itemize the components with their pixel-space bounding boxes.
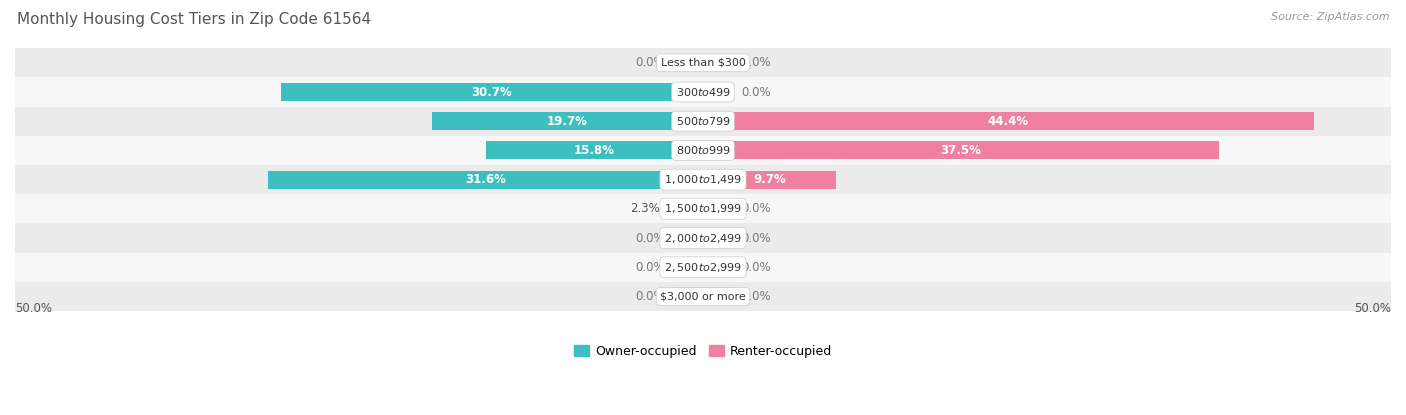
Bar (269, 171, 703, 189)
Text: 0.0%: 0.0% (741, 232, 770, 244)
Bar (703, 171, 837, 189)
Bar (485, 142, 703, 159)
Bar (675, 54, 703, 72)
Text: 0.0%: 0.0% (741, 85, 770, 98)
Text: 50.0%: 50.0% (1354, 303, 1391, 315)
Legend: Owner-occupied, Renter-occupied: Owner-occupied, Renter-occupied (568, 339, 838, 363)
Text: 0.0%: 0.0% (741, 56, 770, 69)
Bar (703, 288, 731, 305)
Text: $1,500 to $1,999: $1,500 to $1,999 (664, 203, 742, 215)
Text: 15.8%: 15.8% (574, 144, 614, 157)
Text: 9.7%: 9.7% (754, 173, 786, 186)
Bar (15, 165, 1391, 194)
Bar (432, 112, 703, 130)
Bar (15, 282, 1391, 311)
Bar (675, 229, 703, 247)
Text: 0.0%: 0.0% (741, 203, 770, 215)
Bar (15, 253, 1391, 282)
Bar (15, 78, 1391, 107)
Text: 0.0%: 0.0% (741, 290, 770, 303)
Bar (703, 229, 731, 247)
Text: Less than $300: Less than $300 (661, 58, 745, 68)
Text: 0.0%: 0.0% (636, 261, 665, 274)
Text: Source: ZipAtlas.com: Source: ZipAtlas.com (1271, 12, 1389, 22)
Text: 30.7%: 30.7% (471, 85, 512, 98)
Text: $800 to $999: $800 to $999 (675, 144, 731, 156)
Text: 0.0%: 0.0% (636, 290, 665, 303)
Bar (15, 136, 1391, 165)
Text: $500 to $799: $500 to $799 (675, 115, 731, 127)
Bar (703, 200, 731, 218)
Text: $3,000 or more: $3,000 or more (661, 291, 745, 301)
Bar (15, 223, 1391, 253)
Bar (703, 83, 731, 101)
Bar (703, 142, 1219, 159)
Text: 44.4%: 44.4% (988, 115, 1029, 128)
Bar (703, 54, 731, 72)
Bar (675, 288, 703, 305)
Bar (675, 258, 703, 276)
Text: 31.6%: 31.6% (465, 173, 506, 186)
Text: $300 to $499: $300 to $499 (675, 86, 731, 98)
Text: 50.0%: 50.0% (15, 303, 52, 315)
Text: 37.5%: 37.5% (941, 144, 981, 157)
Text: $2,000 to $2,499: $2,000 to $2,499 (664, 232, 742, 244)
Bar (15, 194, 1391, 223)
Bar (671, 200, 703, 218)
Text: 19.7%: 19.7% (547, 115, 588, 128)
Text: 0.0%: 0.0% (636, 232, 665, 244)
Bar (281, 83, 703, 101)
Bar (703, 112, 1315, 130)
Text: 0.0%: 0.0% (741, 261, 770, 274)
Text: 2.3%: 2.3% (631, 203, 661, 215)
Bar (703, 258, 731, 276)
Text: Monthly Housing Cost Tiers in Zip Code 61564: Monthly Housing Cost Tiers in Zip Code 6… (17, 12, 371, 27)
Text: $2,500 to $2,999: $2,500 to $2,999 (664, 261, 742, 274)
Bar (15, 107, 1391, 136)
Text: 0.0%: 0.0% (636, 56, 665, 69)
Bar (15, 48, 1391, 78)
Text: $1,000 to $1,499: $1,000 to $1,499 (664, 173, 742, 186)
